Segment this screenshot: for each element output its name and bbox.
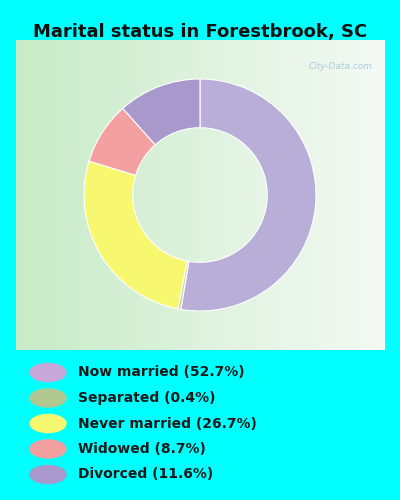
- Text: Divorced (11.6%): Divorced (11.6%): [78, 468, 213, 481]
- Ellipse shape: [30, 389, 66, 407]
- Text: City-Data.com: City-Data.com: [309, 62, 373, 70]
- Ellipse shape: [30, 466, 66, 483]
- Text: Marital status in Forestbrook, SC: Marital status in Forestbrook, SC: [33, 22, 367, 40]
- Wedge shape: [178, 261, 189, 310]
- Text: Separated (0.4%): Separated (0.4%): [78, 391, 216, 405]
- Text: Never married (26.7%): Never married (26.7%): [78, 416, 257, 430]
- Wedge shape: [123, 79, 200, 145]
- Ellipse shape: [30, 440, 66, 458]
- Ellipse shape: [30, 364, 66, 382]
- Wedge shape: [89, 108, 155, 176]
- Text: Widowed (8.7%): Widowed (8.7%): [78, 442, 206, 456]
- Text: Now married (52.7%): Now married (52.7%): [78, 366, 245, 380]
- Ellipse shape: [30, 414, 66, 432]
- Wedge shape: [84, 161, 187, 309]
- Wedge shape: [181, 79, 316, 311]
